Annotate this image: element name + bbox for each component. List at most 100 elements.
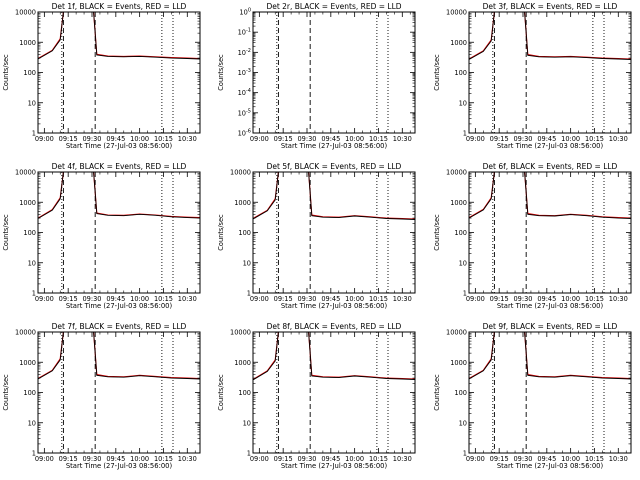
chart-panel-7: Det 7f, BLACK = Events, RED = LLD 1 10 100 1… [2,322,201,470]
x-tick-label: 09:45 [537,135,556,143]
y-tick-label: 1000 [19,39,36,47]
x-tick-label: 09:15 [59,455,78,463]
y-tick-label: 1000 [234,199,251,207]
x-tick-label: 09:00 [250,455,269,463]
plot-frame [468,331,632,454]
y-tick-label: 1000 [450,359,467,367]
x-tick-label: 09:30 [513,455,532,463]
x-tick-label: 09:00 [250,295,269,303]
y-tick-label: 1000 [450,199,467,207]
x-tick-label: 09:30 [297,135,316,143]
plot-frame [252,331,416,454]
y-axis-label: Counts/sec [217,214,225,251]
chart-panel-9: Det 9f, BLACK = Events, RED = LLD 1 10 100 1… [433,322,632,470]
events-series-line [469,172,631,219]
y-axis-label: Counts/sec [2,54,10,91]
chart-title: Det 5f, BLACK = Events, RED = LLD [267,162,402,171]
x-tick-label: 10:30 [609,295,628,303]
x-tick-label: 10:00 [345,455,364,463]
x-tick-label: 09:45 [321,455,340,463]
y-tick-label: 100 [239,8,251,17]
x-tick-label: 10:30 [393,295,412,303]
plot-frame [252,11,416,134]
x-tick-label: 09:00 [35,135,54,143]
events-series-line [469,12,631,60]
y-axis-label: Counts/sec [433,54,441,91]
y-tick-label: 100 [23,389,36,397]
x-tick-label: 10:15 [369,135,388,143]
x-tick-label: 10:00 [130,295,149,303]
chart-title: Det 4f, BLACK = Events, RED = LLD [52,162,187,171]
y-tick-label: 100 [454,69,467,77]
plot-frame [37,11,201,134]
x-tick-label: 09:30 [297,455,316,463]
x-tick-label: 10:00 [345,135,364,143]
x-tick-label: 09:00 [466,295,485,303]
y-axis-label: Counts/sec [2,214,10,251]
y-tick-label: 100 [238,389,251,397]
y-axis-label: Counts/sec [217,374,225,411]
y-tick-label: 10000 [230,169,251,177]
y-tick-label: 10 [243,419,251,427]
x-tick-label: 09:00 [35,455,54,463]
x-axis-label: Start Time (27-Jul-03 08:56:00) [66,142,173,150]
plot-frame [252,171,416,294]
y-tick-label: 10 [459,99,467,107]
x-tick-label: 09:15 [490,295,509,303]
events-series-line [253,172,415,220]
y-tick-label: 100 [23,229,36,237]
y-tick-label: 1 [32,130,36,138]
chart-title: Det 2r, BLACK = Events, RED = LLD [266,2,401,11]
x-axis-label: Start Time (27-Jul-03 08:56:00) [281,462,388,470]
x-tick-label: 09:15 [274,295,293,303]
x-tick-label: 10:15 [154,455,173,463]
events-series-line [253,332,415,381]
y-tick-label: 10-2 [238,48,251,57]
y-tick-label: 10-6 [238,129,251,138]
y-tick-label: 10-4 [238,88,251,97]
y-tick-label: 10000 [15,169,36,177]
chart-title: Det 8f, BLACK = Events, RED = LLD [267,322,402,331]
y-tick-label: 10 [243,259,251,267]
y-tick-label: 10 [28,419,36,427]
chart-title: Det 7f, BLACK = Events, RED = LLD [52,322,187,331]
chart-panel-3: Det 3f, BLACK = Events, RED = LLD 1 10 100 1… [433,2,632,150]
y-tick-label: 1 [32,450,36,458]
x-tick-label: 10:15 [369,295,388,303]
y-tick-label: 10 [28,259,36,267]
x-axis-label: Start Time (27-Jul-03 08:56:00) [66,302,173,310]
x-tick-label: 09:15 [490,455,509,463]
y-tick-label: 10000 [446,169,467,177]
y-tick-label: 10 [28,99,36,107]
x-tick-label: 09:30 [513,295,532,303]
chart-panel-6: Det 6f, BLACK = Events, RED = LLD 1 10 100 1… [433,162,632,310]
plot-frame [468,171,632,294]
x-tick-label: 09:30 [82,135,101,143]
chart-panel-1: Det 1f, BLACK = Events, RED = LLD 1 10 100 1… [2,2,201,150]
chart-title: Det 9f, BLACK = Events, RED = LLD [483,322,618,331]
x-tick-label: 09:30 [297,295,316,303]
x-axis-label: Start Time (27-Jul-03 08:56:00) [281,302,388,310]
x-tick-label: 10:15 [154,295,173,303]
x-tick-label: 09:45 [321,295,340,303]
x-tick-label: 10:15 [154,135,173,143]
y-tick-label: 10-3 [238,68,251,77]
chart-title: Det 6f, BLACK = Events, RED = LLD [483,162,618,171]
y-tick-label: 1000 [19,359,36,367]
y-tick-label: 1 [247,450,251,458]
y-axis-label: Counts/sec [217,54,225,91]
y-tick-label: 10-1 [238,28,251,37]
x-tick-label: 09:15 [490,135,509,143]
x-tick-label: 09:45 [537,295,556,303]
chart-panel-4: Det 4f, BLACK = Events, RED = LLD 1 10 100 1… [2,162,201,310]
y-axis-label: Counts/sec [433,214,441,251]
y-tick-label: 100 [454,389,467,397]
y-tick-label: 1 [247,290,251,298]
x-tick-label: 09:45 [537,455,556,463]
x-axis-label: Start Time (27-Jul-03 08:56:00) [66,462,173,470]
chart-panel-5: Det 5f, BLACK = Events, RED = LLD 1 10 100 1… [217,162,416,310]
plot-frame [37,171,201,294]
x-tick-label: 09:45 [321,135,340,143]
x-axis-label: Start Time (27-Jul-03 08:56:00) [497,302,604,310]
y-tick-label: 1000 [234,359,251,367]
